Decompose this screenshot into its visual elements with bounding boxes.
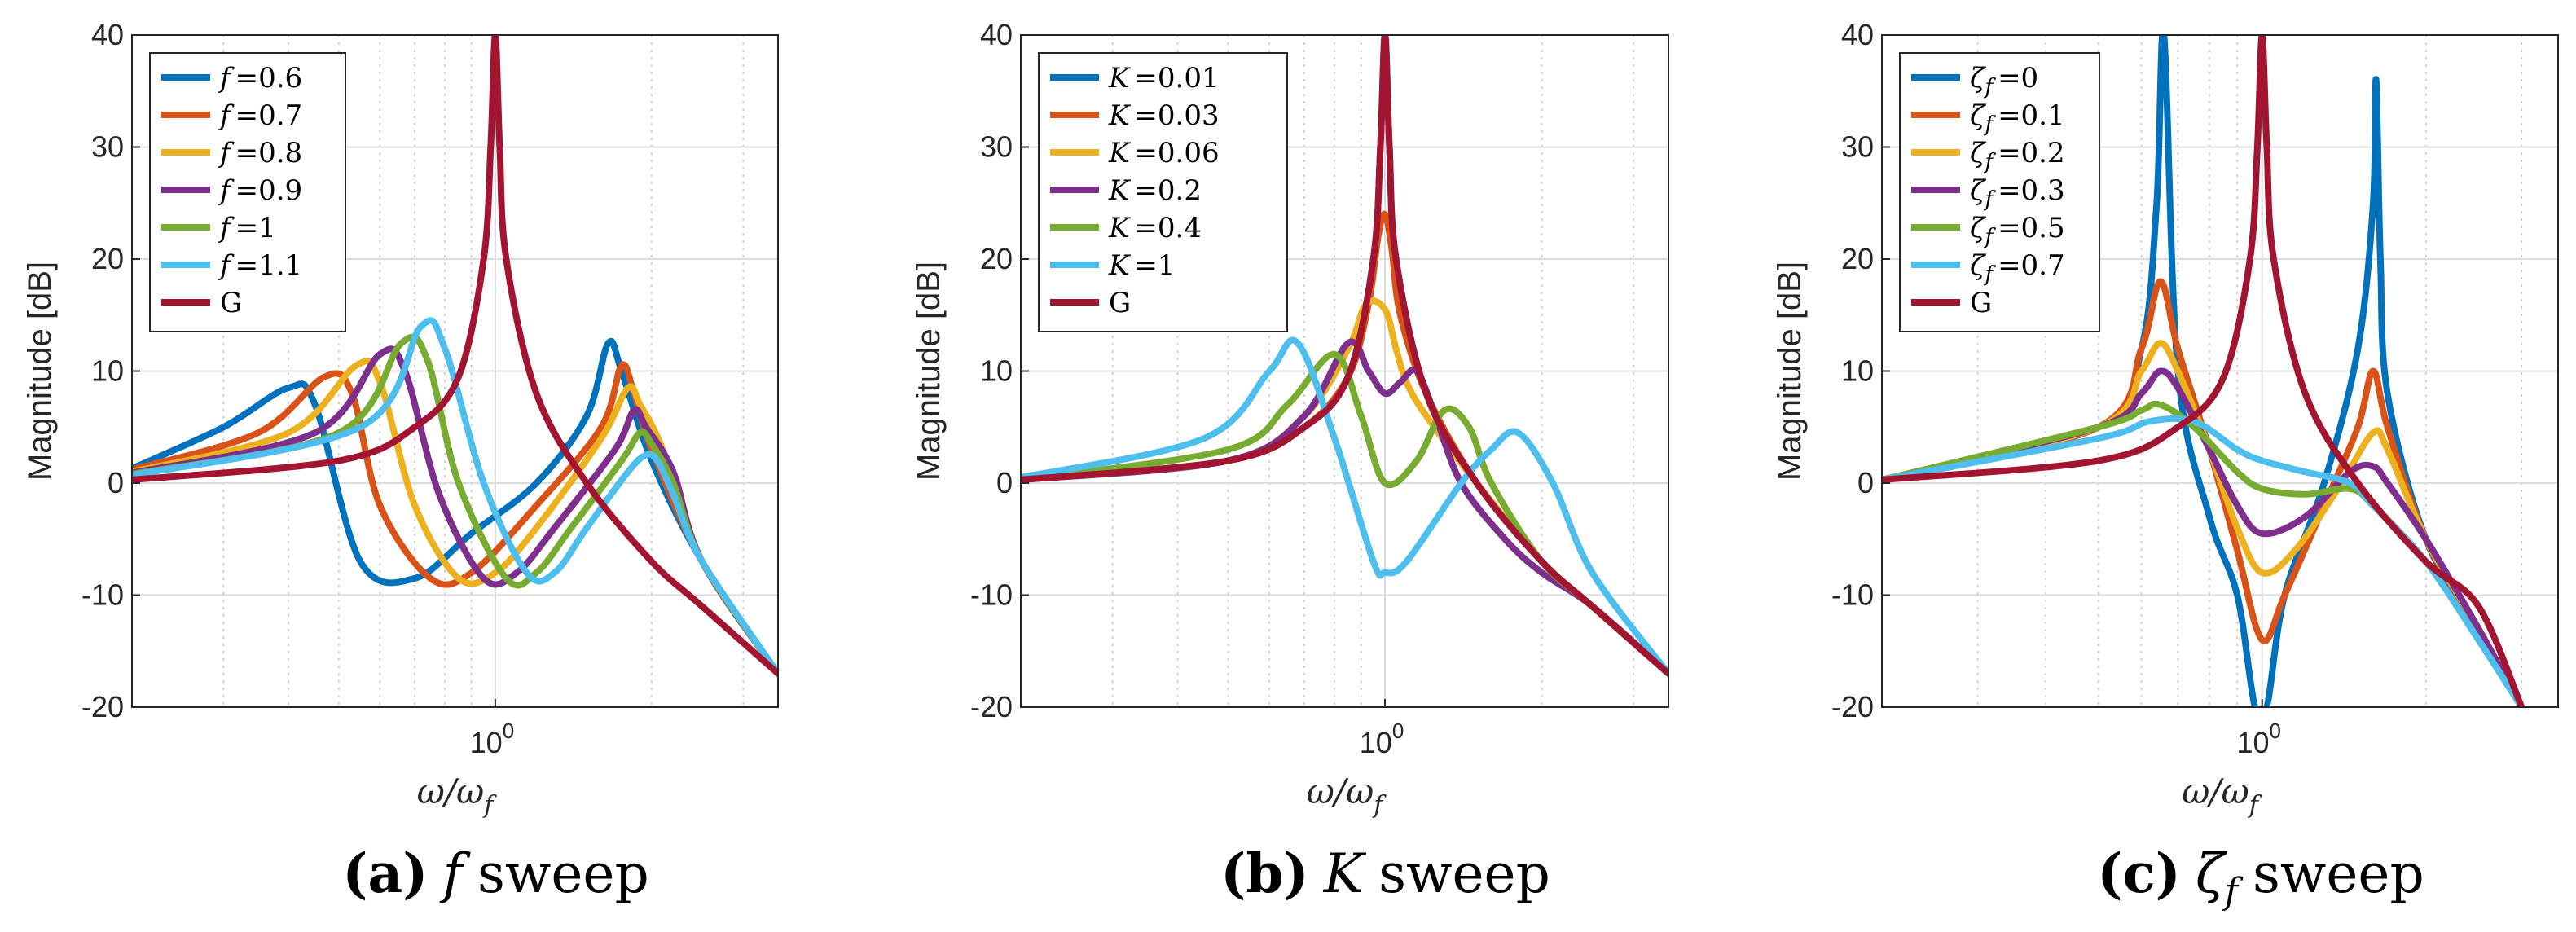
series-line-a-0: [132, 337, 778, 677]
series-line-a-5: [132, 317, 778, 677]
y-tick-label: 30: [91, 130, 124, 164]
legend-entry: ζf =0.7: [1970, 249, 2065, 287]
legend-entry: K =0.01: [1108, 62, 1220, 95]
chart-panel-a: -20 -10 0 10 20 30 40 100 ω/ωf Magnitude [dB] f =0.…: [22, 18, 779, 905]
y-tick-label: 30: [1841, 130, 1874, 164]
series-line-c-6: [1882, 35, 2525, 707]
legend-entry: ζf =0.5: [1970, 212, 2065, 249]
legend-entry: f =1: [218, 212, 276, 244]
legend-entry: ζf =0.1: [1970, 99, 2065, 137]
legend-entry: K =0.2: [1108, 174, 1202, 207]
legend-entry: K =0.06: [1108, 137, 1220, 169]
panel-caption: (c) ζf sweep: [2097, 842, 2424, 912]
legend-entry: ζf =0: [1970, 62, 2038, 99]
panel-caption: (a) f sweep: [342, 842, 648, 905]
series-line-c-3: [1882, 367, 2525, 707]
y-tick-label: 0: [108, 466, 124, 499]
legend: f =0.6f =0.7f =0.8f =0.9f =1f =1.1G: [149, 52, 346, 332]
series-line-a-4: [132, 333, 778, 677]
grid: [1882, 34, 2558, 708]
series-line-b-3: [1021, 338, 1668, 677]
chart-panel-c: -20 -10 0 10 20 30 40 100 ω/ωf Magnitude [dB] ζf =0…: [1772, 18, 2559, 912]
legend: K =0.01 K =0.03 K =0.06 K =0.2 K =0.4 K =1 G: [1038, 52, 1288, 332]
legend-entry: G: [220, 287, 242, 319]
y-tick-label: -20: [970, 690, 1013, 723]
y-tick-label: 30: [980, 130, 1013, 164]
series-group: [1021, 35, 1668, 677]
y-tick-label: -20: [81, 690, 124, 723]
y-tick-label: 40: [91, 18, 124, 51]
legend-entry: G: [1109, 287, 1131, 319]
y-tick-label: 0: [996, 466, 1013, 499]
y-tick-label: -10: [81, 578, 124, 612]
y-tick-label: 10: [1841, 354, 1874, 388]
legend: ζf =0ζf =0.1ζf =0.2ζf =0.3ζf =0.5ζf =0.7G: [1899, 52, 2100, 332]
x-axis-label: ω/ωf: [417, 772, 498, 820]
series-line-b-5: [1021, 336, 1668, 677]
legend-entry: K =0.4: [1108, 212, 1202, 244]
x-tick-label: 100: [470, 719, 515, 759]
y-tick-label: 20: [91, 242, 124, 275]
y-axis-label: Magnitude [dB]: [22, 262, 58, 481]
legend-entry: ζf =0.3: [1970, 174, 2065, 212]
series-line-b-6: [1021, 35, 1668, 677]
y-tick-label: -10: [970, 578, 1013, 612]
series-group: [132, 35, 778, 677]
x-axis-label: ω/ωf: [1307, 772, 1387, 820]
series-line-c-0: [1882, 35, 2525, 707]
y-tick-label: 20: [1841, 242, 1874, 275]
series-line-c-5: [1882, 415, 2525, 707]
x-axis-label: ω/ωf: [2182, 772, 2262, 820]
series-group: [1882, 35, 2525, 707]
y-tick-label: 40: [1841, 18, 1874, 51]
y-tick-label: 20: [980, 242, 1013, 275]
x-tick-label: 100: [1360, 719, 1404, 759]
legend-entry: G: [1970, 287, 1992, 319]
y-axis-label: Magnitude [dB]: [911, 262, 947, 481]
chart-panel-b: -20 -10 0 10 20 30 40 100 ω/ωf Magnitude [dB] K =0.…: [911, 18, 1669, 905]
y-tick-label: -20: [1831, 690, 1874, 723]
y-tick-label: -10: [1831, 578, 1874, 612]
y-axis-label: Magnitude [dB]: [1772, 262, 1808, 481]
series-line-a-6: [132, 35, 778, 677]
legend-entry: ζf =0.2: [1970, 137, 2065, 174]
legend-entry: K =0.03: [1108, 99, 1220, 132]
y-tick-label: 10: [980, 354, 1013, 388]
x-tick-label: 100: [2236, 719, 2281, 759]
y-tick-label: 40: [980, 18, 1013, 51]
y-tick-label: 0: [1857, 466, 1874, 499]
legend-entry: K =1: [1108, 249, 1176, 282]
y-tick-label: 10: [91, 354, 124, 388]
